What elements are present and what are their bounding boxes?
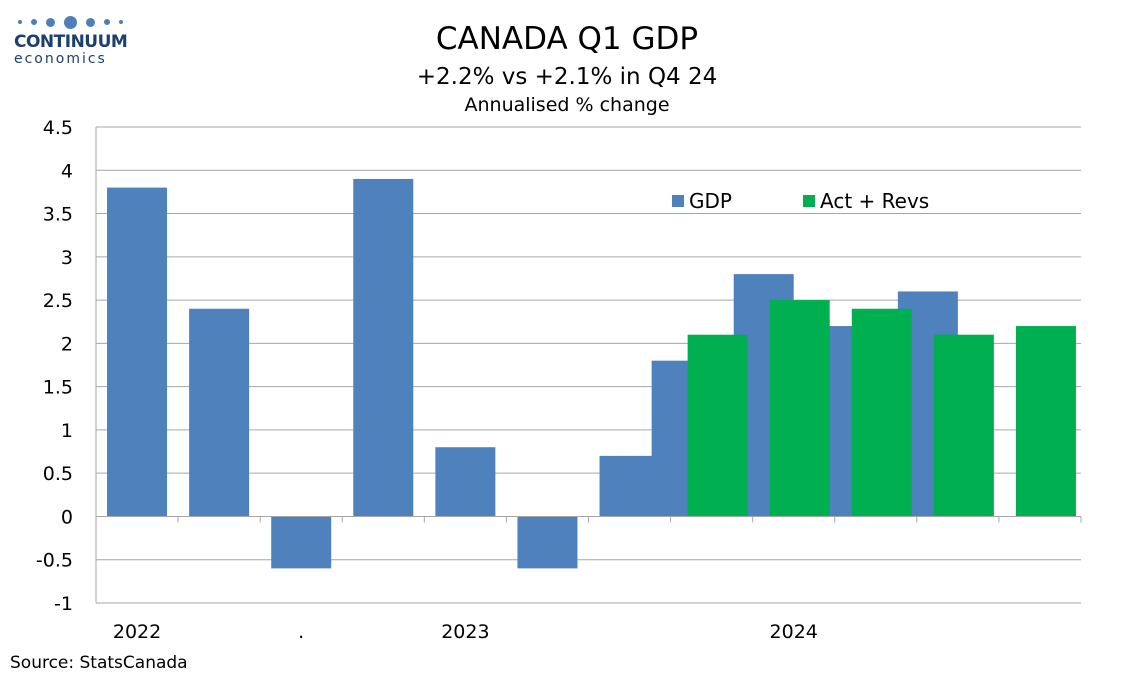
legend-gdp-label: GDP bbox=[689, 189, 732, 213]
gdp-bar bbox=[517, 516, 578, 569]
y-tick-label: 0 bbox=[61, 506, 73, 528]
act-revs-bar bbox=[687, 334, 748, 517]
legend-act-revs-swatch bbox=[803, 195, 815, 207]
chart-title: CANADA Q1 GDP bbox=[435, 21, 699, 57]
y-tick-label: 3 bbox=[61, 247, 73, 269]
y-tick-label: 4 bbox=[61, 160, 73, 182]
gdp-bar bbox=[353, 178, 414, 517]
act-revs-bar bbox=[769, 300, 830, 517]
logo-subname: economics bbox=[14, 51, 107, 67]
gdp-bar bbox=[189, 308, 250, 517]
y-tick-label: 3.5 bbox=[43, 204, 73, 226]
y-tick-label: 1 bbox=[61, 420, 73, 442]
logo-name: CONTINUUM bbox=[14, 32, 128, 52]
act-revs-bar bbox=[933, 334, 994, 517]
x-tick-label: 2024 bbox=[770, 621, 818, 643]
chart-units-note: Annualised % change bbox=[464, 94, 670, 116]
x-tick-label: 2023 bbox=[441, 621, 489, 643]
gdp-bar bbox=[107, 187, 168, 517]
x-tick-label: 2022 bbox=[113, 621, 161, 643]
act-revs-bar bbox=[851, 308, 912, 517]
continuum-logo: CONTINUUM economics bbox=[14, 14, 139, 67]
legend-act-revs-label: Act + Revs bbox=[820, 189, 929, 213]
y-tick-label: 4.5 bbox=[43, 117, 73, 139]
logo-dots-icon bbox=[18, 14, 139, 30]
legend-gdp-swatch bbox=[672, 195, 684, 207]
gdp-bar bbox=[435, 447, 496, 517]
gdp-bar bbox=[271, 516, 332, 569]
y-tick-label: 2 bbox=[61, 333, 73, 355]
y-tick-label: 1.5 bbox=[43, 377, 73, 399]
x-tick-label: . bbox=[298, 621, 304, 643]
source-note: Source: StatsCanada bbox=[10, 653, 188, 673]
y-tick-label: -0.5 bbox=[36, 550, 73, 572]
act-revs-bar bbox=[1015, 326, 1076, 517]
chart-subtitle: +2.2% vs +2.1% in Q4 24 bbox=[416, 64, 718, 90]
gdp-bar bbox=[599, 455, 660, 517]
y-tick-label: 2.5 bbox=[43, 290, 73, 312]
y-tick-label: 0.5 bbox=[43, 463, 73, 485]
y-tick-label: -1 bbox=[54, 593, 73, 615]
